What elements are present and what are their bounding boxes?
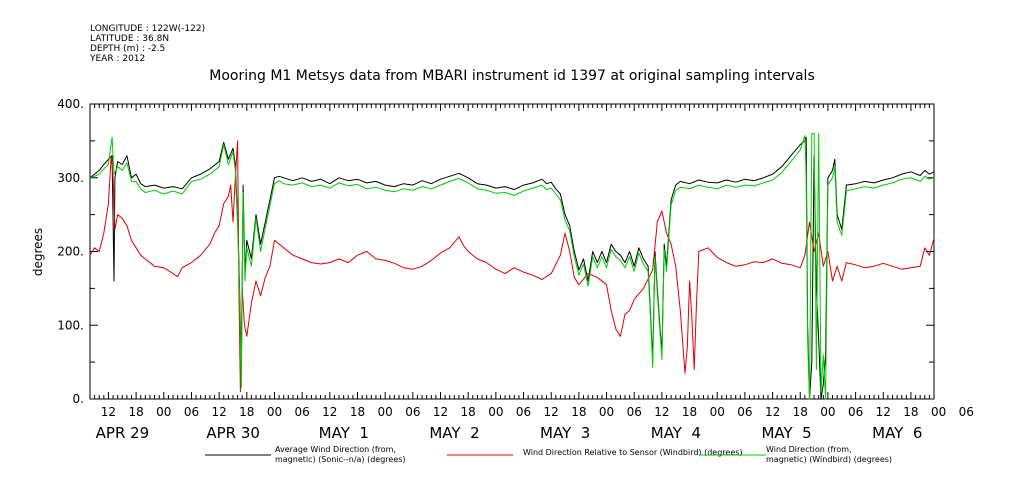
- x-day-label: APR 30: [206, 424, 260, 442]
- x-tick-label: 12: [876, 405, 891, 419]
- x-tick-label: 00: [267, 405, 282, 419]
- x-tick-label: 12: [101, 405, 116, 419]
- header-info: LONGITUDE : 122W(-122) LATITUDE : 36.8N …: [89, 24, 205, 64]
- y-tick-label: 400.: [57, 97, 84, 111]
- x-tick-label: 06: [627, 405, 642, 419]
- x-day-label: MAY 1: [319, 424, 369, 442]
- x-tick-label: 00: [488, 405, 503, 419]
- y-tick-label: 0.: [73, 392, 84, 406]
- x-tick-label: 18: [682, 405, 697, 419]
- x-tick-label: 12: [544, 405, 559, 419]
- legend-label-3: magnetic) (Windbird) (degrees): [766, 455, 892, 464]
- x-tick-label: 12: [322, 405, 337, 419]
- x-tick-label: 00: [820, 405, 835, 419]
- x-tick-label: 18: [461, 405, 476, 419]
- x-tick-label: 12: [433, 405, 448, 419]
- x-tick-label: 06: [516, 405, 531, 419]
- series-line-2: [89, 140, 935, 393]
- y-axis-label: degrees: [31, 228, 45, 276]
- y-tick-label: 300.: [57, 171, 84, 185]
- x-tick-label: 06: [405, 405, 420, 419]
- x-tick-label: 00: [156, 405, 171, 419]
- x-tick-label: 18: [128, 405, 143, 419]
- x-tick-label: 06: [295, 405, 310, 419]
- x-tick-label: 12: [765, 405, 780, 419]
- x-tick-label: 18: [903, 405, 918, 419]
- x-tick-label: 00: [931, 405, 946, 419]
- x-tick-label: 18: [793, 405, 808, 419]
- x-tick-label: 18: [239, 405, 254, 419]
- series-line-1: [89, 136, 935, 400]
- legend-label-1: Average Wind Direction (from,: [275, 445, 396, 454]
- x-tick-label: 06: [184, 405, 199, 419]
- year-info: YEAR : 2012: [89, 54, 145, 64]
- x-tick-label: 18: [571, 405, 586, 419]
- chart-title: Mooring M1 Metsys data from MBARI instru…: [209, 68, 815, 84]
- x-tick-label: 00: [599, 405, 614, 419]
- longitude-info: LONGITUDE : 122W(-122): [90, 24, 205, 34]
- series-lines: [89, 133, 935, 400]
- x-tick-label: 12: [211, 405, 226, 419]
- plot-axes: 0. 100. 200. 300. 400. 12 18 00 06 12 18 00 06 12 18 00…: [57, 97, 974, 442]
- legend-label-1: magnetic) (Sonic--n/a) (degrees): [275, 455, 406, 464]
- x-tick-label: 12: [654, 405, 669, 419]
- legend: Average Wind Direction (from,magnetic) (…: [205, 445, 892, 464]
- x-tick-label: 18: [350, 405, 365, 419]
- x-tick-label: 06: [959, 405, 974, 419]
- y-tick-label: 200.: [57, 245, 84, 259]
- x-tick-label: 06: [848, 405, 863, 419]
- x-tick-label: 00: [710, 405, 725, 419]
- series-line-3: [89, 133, 935, 400]
- legend-label-2: Wind Direction Relative to Sensor (Windb…: [523, 448, 743, 457]
- x-day-label: MAY 2: [429, 424, 479, 442]
- x-day-label: MAY 5: [761, 424, 811, 442]
- depth-info: DEPTH (m) : -2.5: [90, 44, 165, 54]
- x-day-label: MAY 3: [540, 424, 590, 442]
- legend-label-3: Wind Direction (from,: [766, 445, 852, 454]
- y-tick-label: 100.: [57, 318, 84, 332]
- latitude-info: LATITUDE : 36.8N: [90, 34, 169, 44]
- x-day-label: MAY 6: [872, 424, 922, 442]
- x-day-label: MAY 4: [651, 424, 701, 442]
- x-tick-label: 00: [378, 405, 393, 419]
- x-tick-label: 06: [737, 405, 752, 419]
- x-day-label: APR 29: [96, 424, 150, 442]
